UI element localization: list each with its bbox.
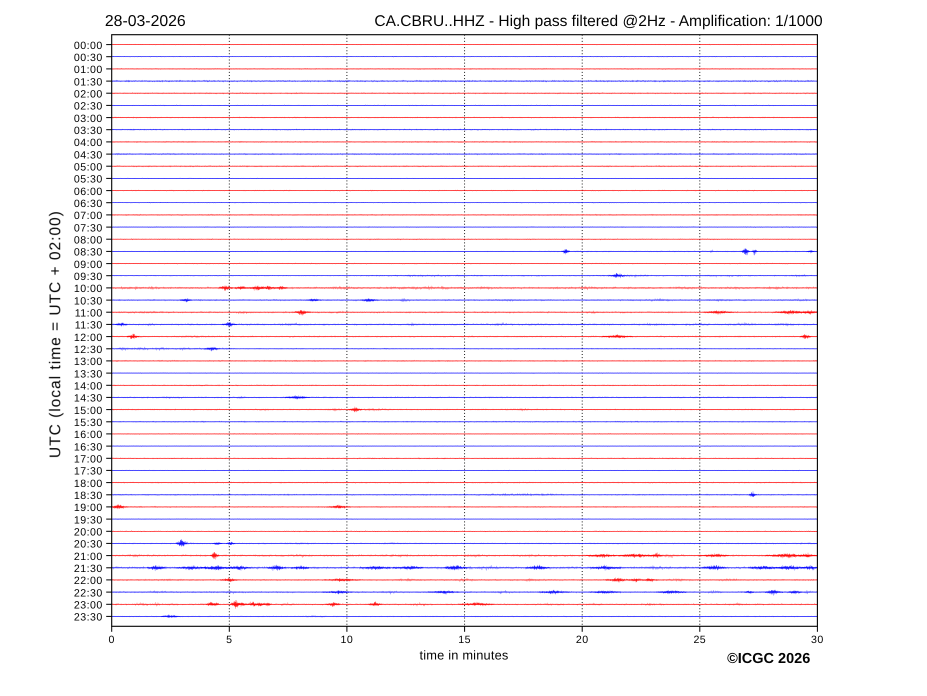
svg-text:CA.CBRU..HHZ - High pass filte: CA.CBRU..HHZ - High pass filtered @2Hz -… (374, 12, 822, 29)
svg-text:07:00: 07:00 (74, 210, 103, 222)
svg-text:05:00: 05:00 (74, 161, 103, 173)
svg-text:18:30: 18:30 (74, 490, 103, 502)
svg-text:22:00: 22:00 (74, 575, 103, 587)
svg-text:19:00: 19:00 (74, 502, 103, 514)
svg-text:08:00: 08:00 (74, 234, 103, 246)
svg-text:21:00: 21:00 (74, 550, 103, 562)
svg-text:13:30: 13:30 (74, 368, 103, 380)
svg-text:12:00: 12:00 (74, 331, 103, 343)
svg-text:01:00: 01:00 (74, 64, 103, 76)
svg-text:00:30: 00:30 (74, 52, 103, 64)
svg-text:03:00: 03:00 (74, 112, 103, 124)
svg-text:16:00: 16:00 (74, 429, 103, 441)
svg-text:11:00: 11:00 (75, 307, 103, 319)
svg-text:05:30: 05:30 (74, 173, 103, 185)
svg-text:09:30: 09:30 (74, 271, 103, 283)
svg-text:17:30: 17:30 (74, 465, 103, 477)
svg-text:16:30: 16:30 (74, 441, 103, 453)
svg-text:23:00: 23:00 (74, 599, 103, 611)
svg-text:19:30: 19:30 (74, 514, 103, 526)
svg-text:15:30: 15:30 (74, 417, 103, 429)
svg-text:00:00: 00:00 (74, 39, 103, 51)
svg-text:30: 30 (811, 634, 824, 646)
svg-text:10: 10 (341, 634, 354, 646)
svg-text:28-03-2026: 28-03-2026 (105, 12, 186, 30)
svg-text:18:00: 18:00 (74, 477, 103, 489)
svg-text:20:00: 20:00 (74, 526, 103, 538)
svg-text:01:30: 01:30 (74, 76, 103, 88)
svg-text:07:30: 07:30 (74, 222, 103, 234)
svg-text:14:00: 14:00 (74, 380, 103, 392)
svg-text:14:30: 14:30 (74, 392, 103, 404)
svg-text:10:30: 10:30 (74, 295, 103, 307)
svg-text:17:00: 17:00 (74, 453, 103, 465)
svg-text:04:30: 04:30 (74, 149, 103, 161)
svg-text:12:30: 12:30 (74, 344, 103, 356)
svg-text:22:30: 22:30 (74, 587, 103, 599)
svg-text:08:30: 08:30 (74, 246, 103, 258)
svg-text:©ICGC 2026: ©ICGC 2026 (727, 650, 810, 666)
svg-text:04:00: 04:00 (74, 137, 103, 149)
svg-text:13:00: 13:00 (74, 356, 103, 368)
svg-text:20: 20 (576, 634, 589, 646)
svg-text:5: 5 (226, 634, 232, 646)
svg-text:02:00: 02:00 (74, 88, 103, 100)
svg-text:10:00: 10:00 (74, 283, 103, 295)
svg-text:02:30: 02:30 (74, 100, 103, 112)
svg-text:time in minutes: time in minutes (419, 648, 508, 662)
svg-text:15: 15 (458, 634, 471, 646)
svg-text:06:00: 06:00 (74, 185, 103, 197)
svg-text:25: 25 (693, 634, 706, 646)
svg-text:21:30: 21:30 (74, 563, 103, 575)
svg-text:20:30: 20:30 (74, 538, 103, 550)
svg-text:11:30: 11:30 (75, 319, 103, 331)
svg-text:09:00: 09:00 (74, 258, 103, 270)
svg-text:23:30: 23:30 (74, 611, 103, 623)
svg-text:15:00: 15:00 (74, 404, 103, 416)
svg-text:0: 0 (109, 634, 115, 646)
svg-text:03:30: 03:30 (74, 125, 103, 137)
svg-text:UTC (local time = UTC + 02:00): UTC (local time = UTC + 02:00) (46, 210, 63, 458)
svg-text:06:30: 06:30 (74, 198, 103, 210)
